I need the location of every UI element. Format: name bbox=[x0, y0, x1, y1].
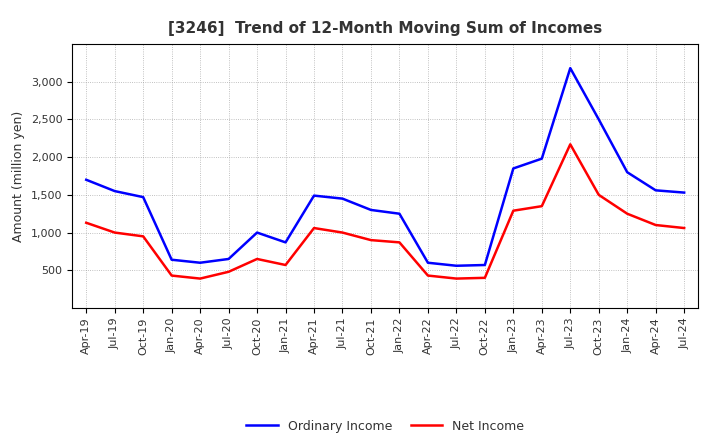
Ordinary Income bbox=[110, 188, 119, 194]
Net Income bbox=[395, 240, 404, 245]
Ordinary Income bbox=[196, 260, 204, 265]
Net Income bbox=[366, 238, 375, 243]
Net Income bbox=[338, 230, 347, 235]
Ordinary Income bbox=[480, 262, 489, 268]
Ordinary Income bbox=[680, 190, 688, 195]
Ordinary Income bbox=[452, 263, 461, 268]
Ordinary Income bbox=[139, 194, 148, 200]
Net Income bbox=[623, 211, 631, 216]
Net Income bbox=[680, 225, 688, 231]
Net Income bbox=[537, 204, 546, 209]
Net Income bbox=[196, 276, 204, 281]
Ordinary Income bbox=[82, 177, 91, 183]
Ordinary Income bbox=[395, 211, 404, 216]
Ordinary Income bbox=[338, 196, 347, 201]
Ordinary Income bbox=[282, 240, 290, 245]
Net Income bbox=[310, 225, 318, 231]
Net Income bbox=[652, 222, 660, 227]
Ordinary Income bbox=[652, 188, 660, 193]
Ordinary Income bbox=[167, 257, 176, 262]
Net Income bbox=[452, 276, 461, 281]
Ordinary Income bbox=[310, 193, 318, 198]
Net Income bbox=[167, 273, 176, 278]
Net Income bbox=[423, 273, 432, 278]
Net Income bbox=[509, 208, 518, 213]
Net Income bbox=[82, 220, 91, 225]
Ordinary Income bbox=[366, 207, 375, 213]
Line: Ordinary Income: Ordinary Income bbox=[86, 68, 684, 266]
Net Income bbox=[480, 275, 489, 280]
Net Income bbox=[566, 142, 575, 147]
Net Income bbox=[282, 262, 290, 268]
Legend: Ordinary Income, Net Income: Ordinary Income, Net Income bbox=[241, 414, 529, 437]
Ordinary Income bbox=[509, 166, 518, 171]
Net Income bbox=[595, 192, 603, 198]
Ordinary Income bbox=[566, 66, 575, 71]
Y-axis label: Amount (million yen): Amount (million yen) bbox=[12, 110, 25, 242]
Ordinary Income bbox=[225, 257, 233, 262]
Ordinary Income bbox=[423, 260, 432, 265]
Title: [3246]  Trend of 12-Month Moving Sum of Incomes: [3246] Trend of 12-Month Moving Sum of I… bbox=[168, 21, 603, 36]
Ordinary Income bbox=[595, 117, 603, 122]
Net Income bbox=[225, 269, 233, 275]
Net Income bbox=[139, 234, 148, 239]
Line: Net Income: Net Income bbox=[86, 144, 684, 279]
Net Income bbox=[110, 230, 119, 235]
Ordinary Income bbox=[537, 156, 546, 161]
Ordinary Income bbox=[253, 230, 261, 235]
Ordinary Income bbox=[623, 169, 631, 175]
Net Income bbox=[253, 257, 261, 262]
